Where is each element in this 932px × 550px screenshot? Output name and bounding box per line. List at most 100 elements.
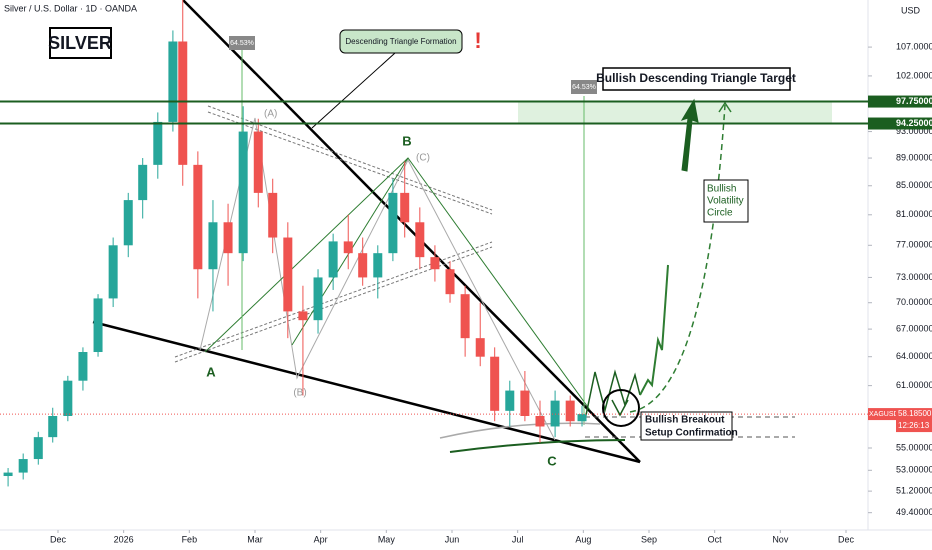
candle-body <box>565 400 575 422</box>
candle-body <box>3 472 13 477</box>
measure-label: 64.53% <box>572 84 596 91</box>
candle-body <box>268 192 278 238</box>
y-tick-label: 107.00000 <box>896 41 932 51</box>
y-tick-label: 85.00000 <box>896 180 932 190</box>
y-tick-label: 64.00000 <box>896 351 932 361</box>
target-label: Bullish Descending Triangle Target <box>596 71 796 85</box>
candle-body <box>63 380 73 416</box>
symbol-tag <box>868 408 896 421</box>
y-tick-label: 49.40000 <box>896 507 932 517</box>
candle-body <box>253 131 263 193</box>
y-tick-label: 77.00000 <box>896 240 932 250</box>
y-tick-label: 53.00000 <box>896 465 932 475</box>
candle-body <box>18 459 28 473</box>
x-tick-label: Feb <box>182 534 198 544</box>
y-tick-label: 51.20000 <box>896 485 932 495</box>
projection <box>639 264 669 396</box>
projection <box>611 399 629 417</box>
candle-body <box>223 222 233 254</box>
y-tick-label: 55.00000 <box>896 442 932 452</box>
level-tag <box>868 117 932 130</box>
projection <box>584 369 641 421</box>
breakout-label: Setup Confirmation <box>645 428 738 439</box>
candle-body <box>328 241 338 278</box>
candle-body <box>178 41 188 165</box>
y-tick-label: 89.00000 <box>896 152 932 162</box>
candle-body <box>168 41 178 122</box>
candle-body <box>343 241 353 254</box>
x-tick-label: May <box>378 534 396 544</box>
candle-body <box>138 164 148 201</box>
candle-body <box>475 338 485 357</box>
candle-body <box>358 253 368 278</box>
wave-label: (B) <box>293 388 306 399</box>
wave-line <box>199 117 556 441</box>
wave-label: (A) <box>264 109 277 120</box>
channel-line <box>207 111 493 215</box>
level-label: 94.25000 <box>896 118 932 128</box>
x-tick-label: Aug <box>575 534 591 544</box>
price-label: 58.18500 <box>898 409 932 418</box>
candle-body <box>577 414 587 422</box>
trendline <box>182 0 641 463</box>
candle-body <box>430 257 440 270</box>
candle-body <box>445 269 455 295</box>
circle-label: Bullish <box>707 184 736 195</box>
x-tick-label: Dec <box>50 534 67 544</box>
target-zone <box>518 101 832 124</box>
level-tag <box>868 95 932 108</box>
y-tick-label: 73.00000 <box>896 272 932 282</box>
breakout-label: Bullish Breakout <box>645 415 725 426</box>
candle-body <box>415 222 425 258</box>
x-tick-label: Sep <box>641 534 657 544</box>
breakout-box <box>640 411 733 441</box>
candle-body <box>108 245 118 299</box>
wave-label: A <box>206 364 216 379</box>
measure-box <box>571 80 597 94</box>
alert: ! <box>474 28 481 53</box>
y-tick-label: 70.00000 <box>896 297 932 307</box>
circle-label: Volatility <box>707 196 744 207</box>
candle-body <box>153 121 163 165</box>
measure-label: 64.53% <box>230 40 254 47</box>
candle-body <box>520 390 530 416</box>
trendline <box>92 320 641 464</box>
y-tick-label: 61.00000 <box>896 380 932 390</box>
candle-body <box>313 277 323 321</box>
y-tick-label: 93.00000 <box>896 126 932 136</box>
candle-body <box>388 192 398 254</box>
y-tick-label: 67.00000 <box>896 323 932 333</box>
countdown: 12:26:13 <box>898 421 930 430</box>
candle-body <box>298 311 308 321</box>
callout-line <box>311 52 396 129</box>
y-tick-label: 81.00000 <box>896 209 932 219</box>
wave-label: (C) <box>416 153 430 164</box>
symbol-label: SILVER <box>48 33 112 53</box>
symbol-box <box>49 27 112 59</box>
x-tick-label: 2026 <box>114 534 134 544</box>
symbol-label: XAGUSD <box>869 411 899 418</box>
x-tick-label: Oct <box>708 534 723 544</box>
projection <box>629 104 726 413</box>
wave-label: C <box>547 453 557 468</box>
volatility-circle <box>602 389 640 427</box>
x-tick-label: Apr <box>314 534 328 544</box>
price-tag <box>896 408 932 433</box>
candle-body <box>33 437 43 460</box>
candle-body <box>123 200 133 246</box>
measure-box <box>229 36 255 50</box>
candle-body <box>373 253 383 278</box>
pattern-box <box>339 29 463 54</box>
target-box <box>602 67 791 91</box>
arrow-head <box>718 101 732 113</box>
chart-title: Silver / U.S. Dollar · 1D · OANDA <box>4 3 137 13</box>
x-tick-label: Jun <box>445 534 460 544</box>
x-tick-label: Nov <box>772 534 789 544</box>
candle-body <box>490 356 500 411</box>
candle-body <box>460 294 470 339</box>
circle-label: Circle <box>707 208 733 219</box>
y-tick-label: 102.00000 <box>896 70 932 80</box>
x-tick-label: Jul <box>512 534 524 544</box>
